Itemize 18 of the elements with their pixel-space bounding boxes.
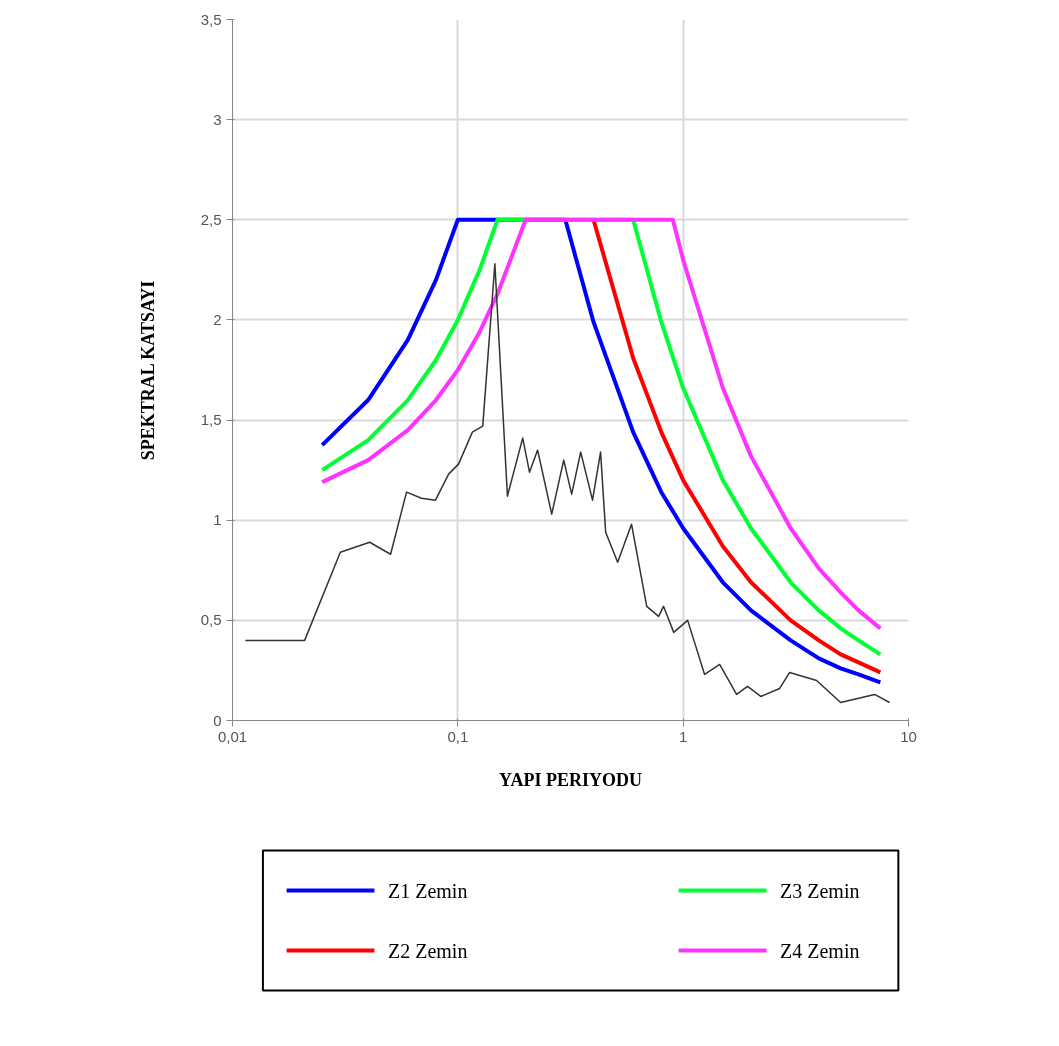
y-tick-label: 2,5 <box>200 210 222 228</box>
x-tick-label: 1 <box>679 727 688 745</box>
x-tick-label: 0,1 <box>447 727 469 745</box>
y-tick-label: 3 <box>213 110 222 128</box>
y-tick-label: 0,5 <box>200 611 222 629</box>
y-axis-title: SPEKTRAL KATSAYI <box>137 280 158 461</box>
x-tick-label: 0,01 <box>217 727 248 745</box>
legend-label: Z1 Zemin <box>387 879 468 902</box>
y-tick-label: 1 <box>213 511 222 529</box>
x-tick-label: 10 <box>900 727 917 745</box>
legend-label: Z4 Zemin <box>780 939 860 962</box>
y-tick-label: 2 <box>213 310 222 328</box>
x-axis-title: YAPI PERIYODU <box>499 769 642 790</box>
y-tick-label: 3,5 <box>200 10 222 28</box>
legend-label: Z2 Zemin <box>387 939 468 962</box>
y-tick-label: 1,5 <box>200 411 222 429</box>
y-tick-label: 0 <box>213 711 222 729</box>
legend-label: Z3 Zemin <box>780 879 860 902</box>
